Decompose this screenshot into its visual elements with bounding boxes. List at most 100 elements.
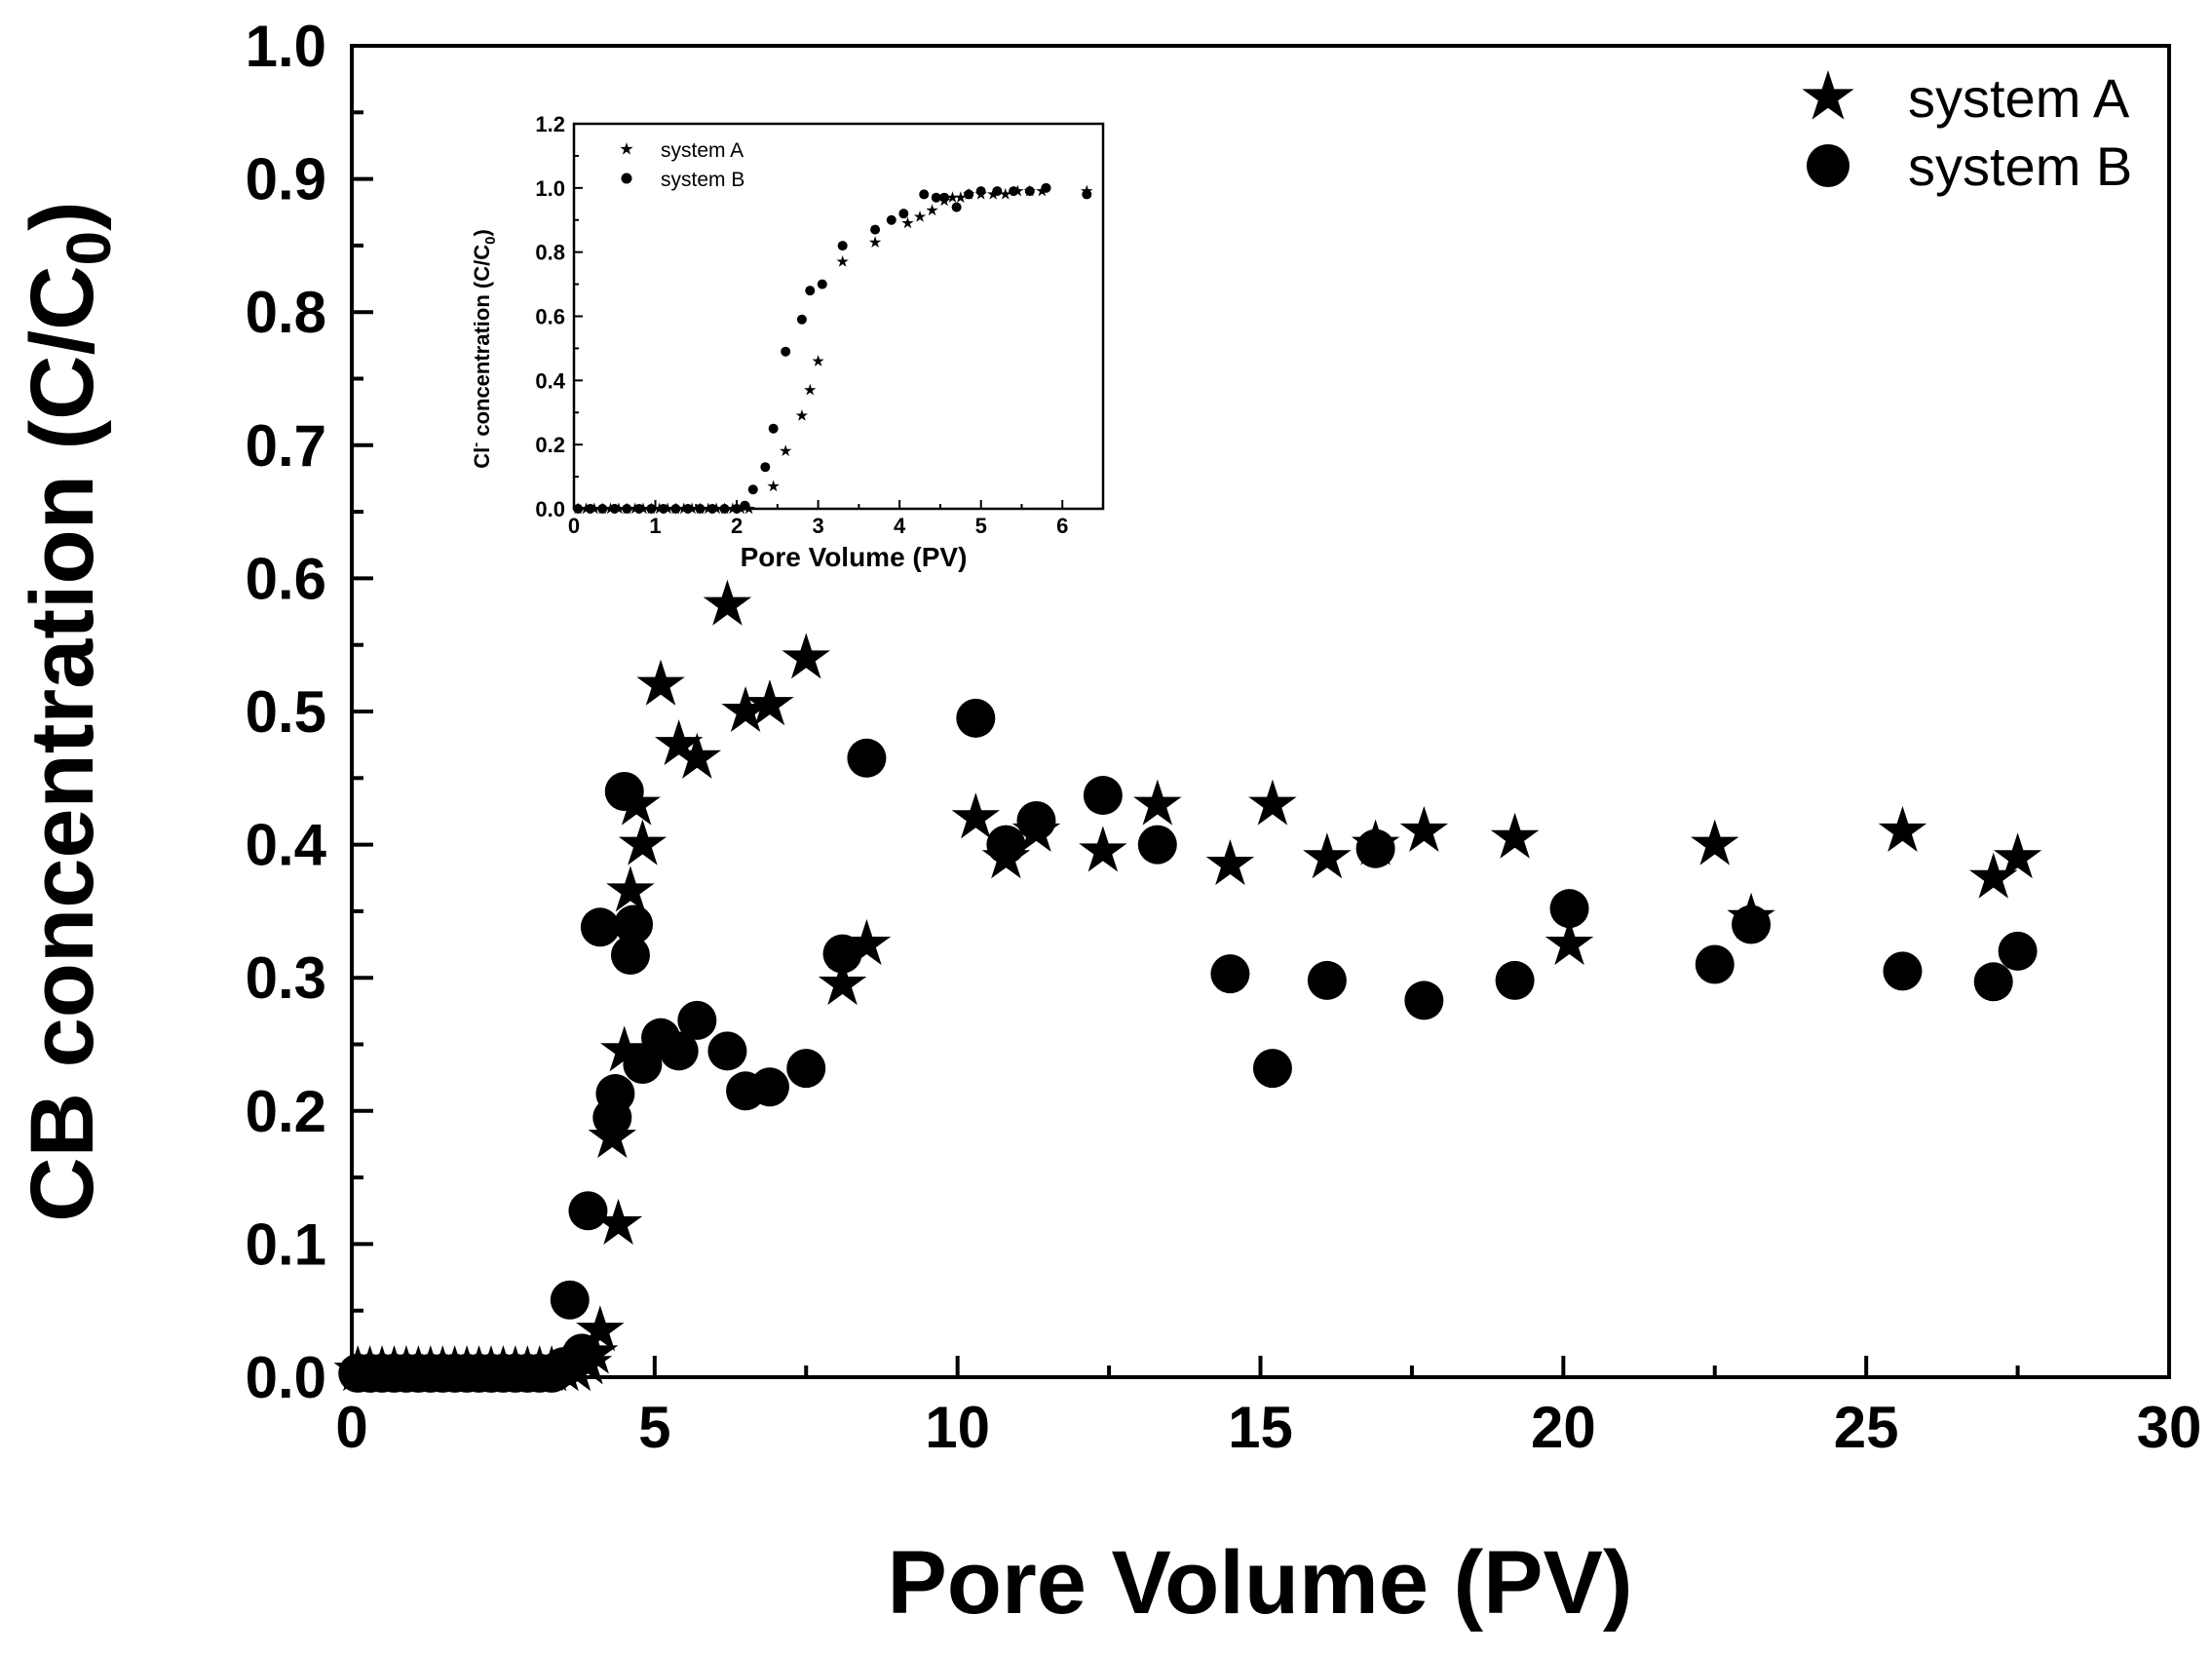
data-point-star xyxy=(618,819,667,865)
data-point-circle xyxy=(1549,889,1589,929)
x-tick-label: 4 xyxy=(894,514,906,538)
inset-chart: 0 1 2 3 4 5 6 0.0 0.2 0.4 0.6 0.8 1.0 1.2 Pore Volum… xyxy=(468,112,1105,572)
y-tick-label: 0.2 xyxy=(246,1079,326,1144)
data-point-circle xyxy=(781,346,791,357)
x-tick-label: 1 xyxy=(649,514,661,538)
x-tick-label: 6 xyxy=(1056,514,1068,538)
y-tick-label: 0.1 xyxy=(246,1212,326,1277)
data-point-circle xyxy=(1732,904,1772,944)
data-point-star xyxy=(1248,779,1297,826)
data-point-circle xyxy=(1998,931,2038,971)
inset-x-axis-title: Pore Volume (PV) xyxy=(741,542,968,572)
data-point-circle xyxy=(992,186,1003,197)
data-point-circle xyxy=(1041,182,1051,193)
data-point-circle xyxy=(719,504,730,514)
data-point-circle xyxy=(646,504,657,514)
y-tick-label: 0.7 xyxy=(246,413,326,479)
data-point-circle xyxy=(1082,189,1092,200)
y-tick-label: 0.9 xyxy=(246,147,326,212)
data-point-circle xyxy=(822,934,862,974)
data-point-circle xyxy=(1252,1049,1292,1089)
main-chart: 0 5 10 15 20 25 30 0.00.10.20.30.40.50.60.70.8… xyxy=(13,14,2201,1633)
y-tick-label: 0.6 xyxy=(246,546,326,611)
data-point-circle xyxy=(1137,825,1177,865)
data-point-circle xyxy=(1024,186,1035,197)
data-point-circle xyxy=(956,698,996,738)
data-point-circle xyxy=(817,279,827,289)
data-point-circle xyxy=(919,189,930,200)
main-y-axis-title-main: CB concentration (C/C xyxy=(13,265,112,1221)
y-tick-label: 0.6 xyxy=(535,305,565,329)
inset-y-axis-title-subscript: 0 xyxy=(482,237,499,245)
data-point-circle xyxy=(1883,951,1923,991)
data-point-circle xyxy=(768,423,779,434)
inset-y-axis-title: Cl- concentration (C/C0) xyxy=(468,229,499,469)
data-point-circle xyxy=(786,1049,826,1089)
data-point-circle xyxy=(931,192,941,203)
data-point-circle xyxy=(580,907,620,947)
data-point-circle xyxy=(975,186,986,197)
y-tick-label: 0.0 xyxy=(246,1345,326,1410)
y-tick-label: 0.4 xyxy=(535,368,565,393)
main-series-system-a xyxy=(333,579,2042,1392)
data-point-circle xyxy=(610,935,650,975)
data-point-circle xyxy=(749,1067,789,1107)
x-tick-label: 20 xyxy=(1531,1395,1596,1460)
main-legend-star-marker xyxy=(1802,70,1854,120)
data-point-star xyxy=(606,865,655,912)
main-legend: system A system B xyxy=(1802,67,2132,197)
inset-legend-label-system-a: system A xyxy=(661,139,744,162)
main-ticks xyxy=(350,44,2171,1379)
main-y-axis-title-close: ) xyxy=(13,201,112,231)
data-point-circle xyxy=(1355,828,1395,868)
data-point-circle xyxy=(939,192,950,203)
data-point-circle xyxy=(1404,981,1444,1020)
data-point-circle xyxy=(658,504,668,514)
data-point-circle xyxy=(796,314,807,325)
main-series-system-b xyxy=(338,698,2038,1393)
inset-y-axis-title-superscript: - xyxy=(468,442,484,447)
data-point-circle xyxy=(986,825,1026,865)
data-point-circle xyxy=(597,504,608,514)
data-point-circle xyxy=(1973,962,2013,1002)
data-point-circle xyxy=(695,504,706,514)
main-legend-label-system-b: system B xyxy=(1908,135,2132,197)
data-point-circle xyxy=(573,504,584,514)
data-point-circle xyxy=(707,504,718,514)
data-point-circle xyxy=(1210,954,1250,994)
data-point-star xyxy=(1878,805,1927,852)
data-point-circle xyxy=(1083,776,1123,816)
data-point-circle xyxy=(760,462,771,473)
data-point-star xyxy=(1079,826,1127,872)
y-tick-label: 0.8 xyxy=(246,280,326,345)
data-point-star xyxy=(1303,832,1352,879)
inset-y-axis-title-cl: Cl xyxy=(470,447,494,469)
y-tick-label: 1.0 xyxy=(246,14,326,79)
data-point-circle xyxy=(805,286,816,296)
inset-legend-circle-marker xyxy=(621,173,632,184)
data-point-circle xyxy=(585,504,595,514)
data-point-circle xyxy=(837,241,848,251)
y-tick-label: 0.4 xyxy=(246,813,327,878)
data-point-circle xyxy=(707,1031,747,1071)
main-x-tick-labels: 0 5 10 15 20 25 30 xyxy=(335,1395,2201,1460)
data-point-star xyxy=(703,579,752,626)
data-point-star xyxy=(1133,779,1182,826)
data-point-star xyxy=(1691,819,1739,865)
data-point-circle xyxy=(951,202,962,212)
data-point-circle xyxy=(622,504,632,514)
inset-legend: system A system B xyxy=(620,139,744,191)
data-point-circle xyxy=(898,209,909,219)
data-point-circle xyxy=(609,504,620,514)
inset-legend-label-system-b: system B xyxy=(661,169,744,191)
inset-y-axis-title-close: ) xyxy=(470,229,494,236)
data-point-circle xyxy=(614,904,654,944)
main-y-tick-labels: 0.0 0.1 0.2 0.3 0.4 0.5 0.6 0.7 0.8 0.9 1.0 xyxy=(246,14,327,1410)
data-point-circle xyxy=(568,1191,608,1231)
y-tick-label: 0.2 xyxy=(535,433,565,457)
inset-y-axis-title-main: concentration (C/C xyxy=(470,245,494,442)
data-point-circle xyxy=(604,771,644,811)
data-point-circle xyxy=(670,504,681,514)
x-tick-label: 5 xyxy=(975,514,987,538)
inset-plot-frame xyxy=(572,122,1105,511)
